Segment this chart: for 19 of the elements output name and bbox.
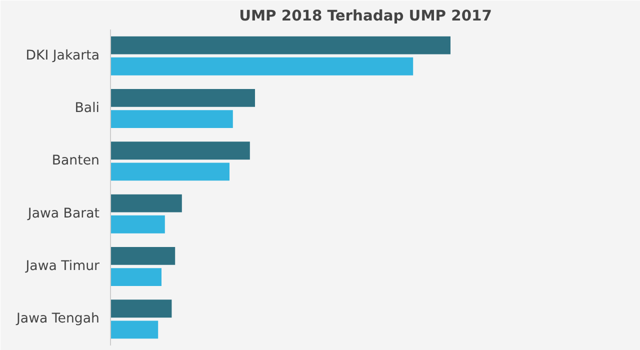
chart-title: UMP 2018 Terhadap UMP 2017 xyxy=(239,8,492,24)
y-tick-label: Jawa Barat xyxy=(26,206,100,222)
bar xyxy=(110,57,414,76)
bar xyxy=(110,215,165,234)
bar xyxy=(110,162,230,181)
y-tick-label: Jawa Tengah xyxy=(16,312,100,327)
bar xyxy=(110,142,250,160)
bar xyxy=(110,110,233,128)
y-tick-label: Banten xyxy=(52,154,100,169)
bar xyxy=(110,320,158,339)
bar xyxy=(110,194,182,212)
y-tick-label: DKI Jakarta xyxy=(26,48,100,64)
bar xyxy=(110,247,176,265)
y-tick-label: Jawa Timur xyxy=(24,259,100,274)
bar xyxy=(110,89,255,107)
y-tick-label: Bali xyxy=(74,101,100,116)
bar xyxy=(110,36,450,54)
bar xyxy=(110,268,162,286)
bar xyxy=(110,300,172,318)
